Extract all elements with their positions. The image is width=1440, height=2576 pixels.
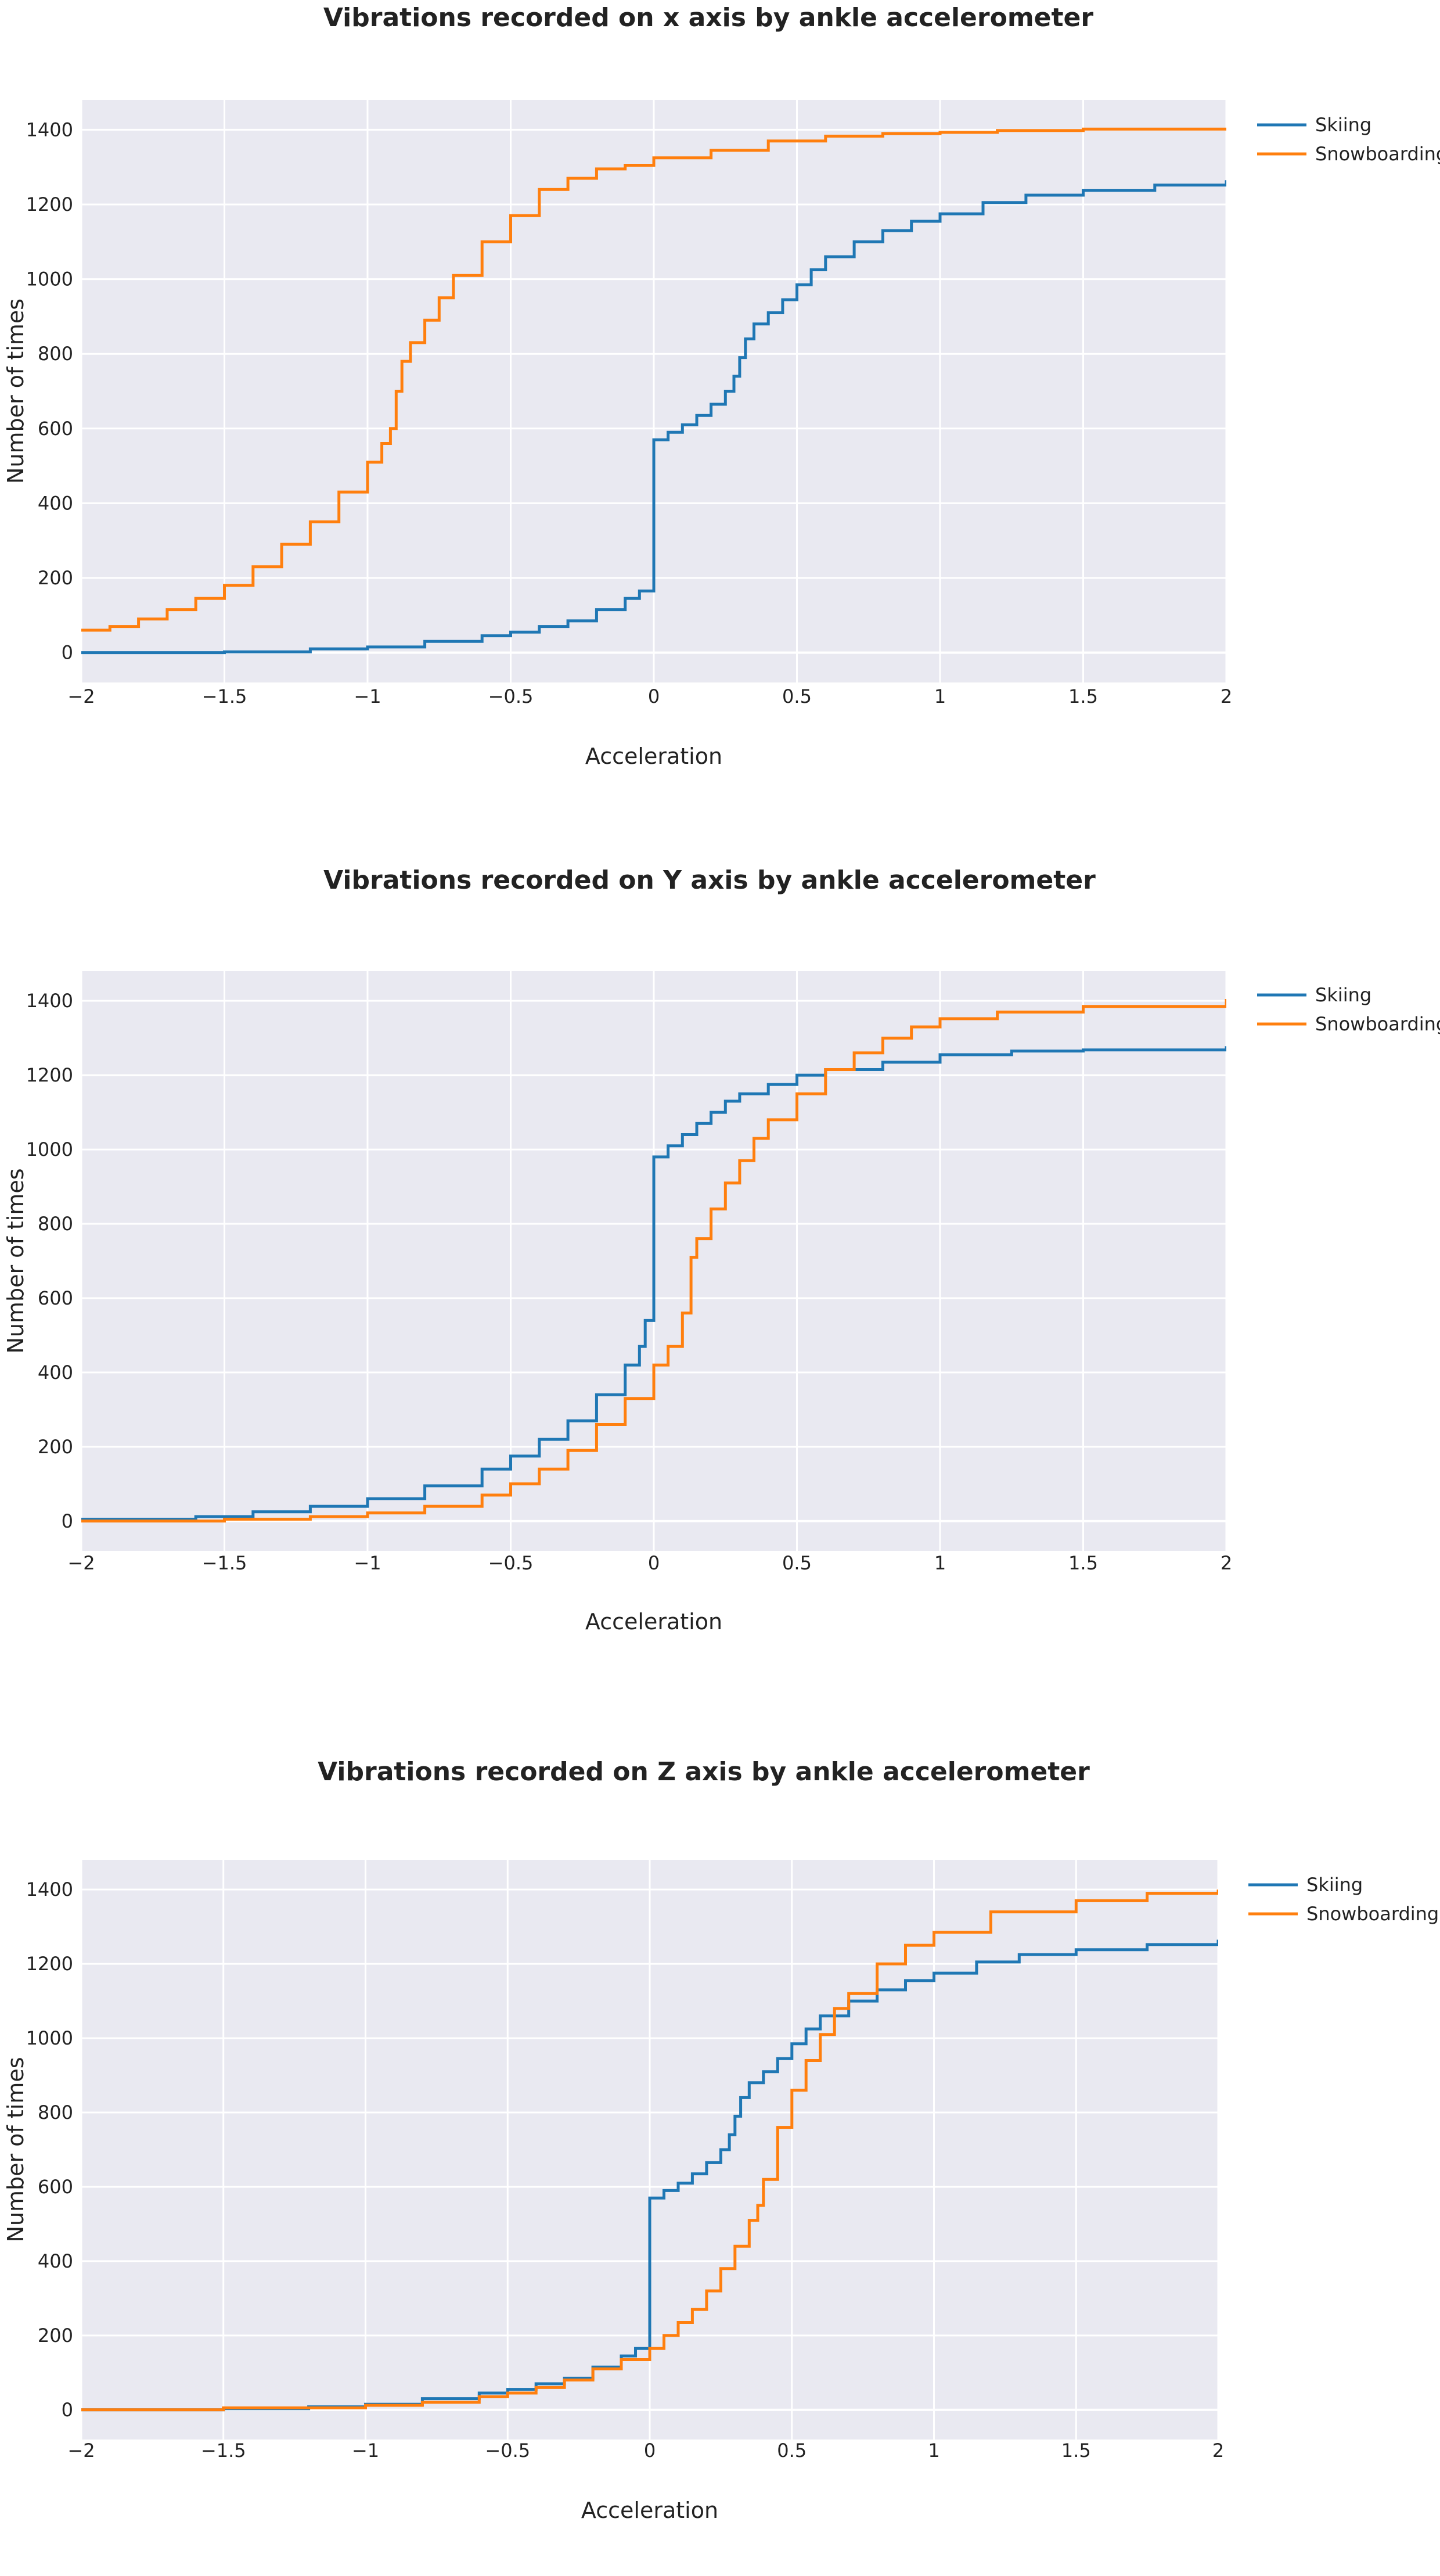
- x-tick-label: 0.5: [777, 2440, 807, 2462]
- y-tick-label: 1200: [26, 1064, 73, 1086]
- y-tick-label: 600: [38, 418, 73, 440]
- y-tick-label: 200: [38, 1436, 73, 1458]
- chart-y-svg: Vibrations recorded on Y axis by ankle a…: [3, 865, 1440, 1634]
- y-tick-label: 0: [62, 2399, 73, 2421]
- y-tick-label: 200: [38, 567, 73, 589]
- series-line-snowboarding: [81, 1889, 1218, 2412]
- chart-z-axis: Vibrations recorded on Z axis by ankle a…: [0, 1737, 1440, 2573]
- y-tick-label: 0: [62, 1510, 73, 1532]
- x-tick-label: 1.5: [1061, 2440, 1091, 2462]
- legend-item-snowboarding: Snowboarding: [1315, 143, 1440, 165]
- y-tick-label: 1200: [26, 193, 73, 215]
- y-tick-label: 1000: [26, 1138, 73, 1161]
- series-line-skiing: [81, 1939, 1218, 2412]
- y-tick-label: 800: [38, 2101, 73, 2124]
- x-tick-label: 2: [1221, 1552, 1232, 1574]
- x-tick-label: −2: [67, 1552, 95, 1574]
- y-tick-label: 800: [38, 1213, 73, 1235]
- y-axis-label: Number of times: [3, 299, 28, 484]
- x-tick-label: −0.5: [488, 685, 534, 707]
- x-tick-label: −2: [67, 685, 95, 707]
- x-axis-label: Acceleration: [581, 2498, 718, 2523]
- chart-z-svg: Vibrations recorded on Z axis by ankle a…: [3, 1757, 1439, 2523]
- x-tick-label: 1.5: [1068, 1552, 1098, 1574]
- chart-x-svg: Vibrations recorded on x axis by ankle a…: [3, 3, 1440, 769]
- x-axis-label: Acceleration: [585, 743, 722, 769]
- chart-title-y: Vibrations recorded on Y axis by ankle a…: [323, 865, 1096, 895]
- y-tick-label: 1400: [26, 1878, 73, 1900]
- x-tick-label: 0.5: [782, 1552, 812, 1574]
- y-tick-label: 1400: [26, 990, 73, 1012]
- y-tick-label: 400: [38, 2250, 73, 2272]
- y-tick-label: 1200: [26, 1953, 73, 1975]
- x-tick-label: −1.5: [202, 1552, 247, 1574]
- legend-item-skiing: Skiing: [1306, 1874, 1363, 1896]
- x-tick-label: 0.5: [782, 685, 812, 707]
- y-tick-label: 200: [38, 2324, 73, 2347]
- x-tick-label: −1.5: [201, 2440, 246, 2462]
- chart-y-axis: Vibrations recorded on Y axis by ankle a…: [0, 854, 1440, 1713]
- x-tick-label: 0: [644, 2440, 656, 2462]
- x-tick-label: −1.5: [202, 685, 247, 707]
- x-tick-label: 1: [934, 685, 946, 707]
- y-tick-label: 1000: [26, 268, 73, 290]
- legend-item-snowboarding: Snowboarding: [1315, 1013, 1440, 1035]
- chart-x-axis: Vibrations recorded on x axis by ankle a…: [0, 0, 1440, 831]
- y-tick-label: 0: [62, 642, 73, 664]
- series-line-snowboarding: [81, 999, 1226, 1523]
- legend-item-snowboarding: Snowboarding: [1306, 1903, 1439, 1925]
- x-tick-label: −1: [354, 685, 381, 707]
- chart-title-z: Vibrations recorded on Z axis by ankle a…: [318, 1757, 1090, 1787]
- legend-item-skiing: Skiing: [1315, 114, 1371, 136]
- x-tick-label: 0: [648, 685, 660, 707]
- y-tick-label: 800: [38, 343, 73, 365]
- y-tick-label: 1000: [26, 2027, 73, 2049]
- legend-item-skiing: Skiing: [1315, 984, 1371, 1006]
- x-tick-label: 1.5: [1068, 685, 1098, 707]
- x-tick-label: 0: [648, 1552, 660, 1574]
- series-line-snowboarding: [81, 127, 1226, 632]
- y-tick-label: 600: [38, 1287, 73, 1309]
- x-tick-label: −1: [352, 2440, 379, 2462]
- x-tick-label: 2: [1212, 2440, 1224, 2462]
- series-line-skiing: [81, 180, 1226, 655]
- y-tick-label: 400: [38, 1361, 73, 1384]
- x-tick-label: 2: [1221, 685, 1232, 707]
- x-axis-label: Acceleration: [585, 1609, 722, 1634]
- y-axis-label: Number of times: [3, 1168, 28, 1353]
- x-tick-label: 1: [934, 1552, 946, 1574]
- x-tick-label: −2: [67, 2440, 95, 2462]
- y-tick-label: 1400: [26, 118, 73, 141]
- chart-title-x: Vibrations recorded on x axis by ankle a…: [323, 3, 1093, 33]
- x-tick-label: −1: [354, 1552, 381, 1574]
- y-tick-label: 400: [38, 492, 73, 514]
- y-tick-label: 600: [38, 2176, 73, 2198]
- x-tick-label: −0.5: [488, 1552, 534, 1574]
- x-tick-label: 1: [928, 2440, 939, 2462]
- x-tick-label: −0.5: [485, 2440, 530, 2462]
- y-axis-label: Number of times: [3, 2057, 28, 2242]
